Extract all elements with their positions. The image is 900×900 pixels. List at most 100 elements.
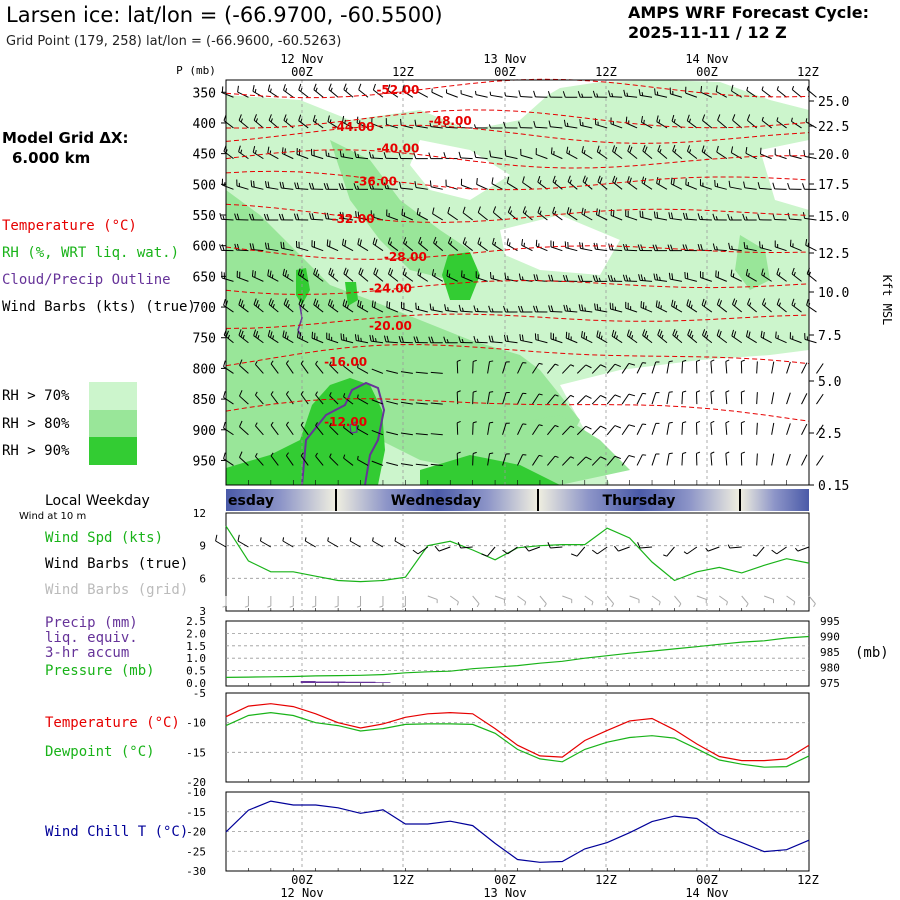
- xs-wind-barb: [339, 150, 354, 160]
- xs-wind-barb: [298, 114, 309, 129]
- xs-wind-barb: [653, 211, 668, 221]
- xs-wind-barb: [774, 240, 787, 252]
- model-grid-value: 6.000 km: [12, 149, 90, 167]
- xs-wind-barb: [298, 83, 309, 98]
- xs-wind-barb: [771, 361, 775, 374]
- kft-tick-label: 10.0: [818, 286, 849, 301]
- pressure-line: [225, 635, 810, 678]
- xs-wind-barb: [313, 298, 324, 313]
- xs-wind-barb: [651, 422, 660, 435]
- top-hour-5: 00Z: [696, 65, 718, 79]
- xs-wind-barb: [742, 213, 757, 221]
- xs-wind-barb: [639, 210, 653, 221]
- xs-wind-barb: [264, 242, 279, 252]
- wind-chill-ytick: -30: [186, 865, 206, 878]
- xs-wind-barb: [653, 273, 668, 282]
- xs-wind-barb: [520, 148, 533, 160]
- xs-wind-barb: [506, 176, 518, 190]
- xs-wind-barb: [447, 206, 458, 221]
- isotherm-label: -28.00: [384, 250, 427, 264]
- xs-wind-barb: [472, 359, 477, 374]
- xs-wind-barb: [430, 463, 443, 466]
- xs-wind-barb: [607, 274, 623, 282]
- xs-wind-barb: [386, 400, 399, 405]
- isotherm-line: [225, 398, 810, 422]
- bottom-date-2: 13 Nov: [483, 886, 526, 900]
- xs-wind-barb: [462, 206, 473, 221]
- temp-panel: [225, 692, 810, 783]
- kft-tick-label: 0.15: [818, 479, 849, 494]
- xs-wind-barb: [728, 242, 742, 252]
- xs-wind-barb: [328, 267, 339, 282]
- xs-wind-barb: [343, 83, 354, 98]
- xs-wind-barb: [254, 360, 264, 374]
- xs-wind-barb: [502, 453, 510, 466]
- xs-wind-barb: [504, 149, 518, 160]
- xs-wind-barb: [430, 433, 443, 436]
- xs-wind-barb: [519, 334, 533, 344]
- xs-wind-barb: [353, 183, 369, 190]
- xs-wind-barb: [626, 329, 638, 344]
- xs-wind-barb: [517, 454, 527, 466]
- xs-wind-barb: [576, 425, 592, 436]
- xs-wind-barb: [383, 182, 398, 190]
- xs-wind-barb: [547, 425, 559, 436]
- xs-wind-barb: [398, 336, 413, 344]
- xs-wind-barb: [636, 362, 647, 374]
- wind-barb-true: [259, 537, 272, 548]
- xs-wind-barb: [576, 395, 592, 405]
- xs-wind-barb: [473, 124, 488, 129]
- xs-wind-barb: [252, 146, 264, 160]
- xs-wind-barb: [759, 241, 772, 252]
- wind-barb-true: [771, 546, 787, 555]
- xs-wind-barb: [695, 359, 701, 374]
- xs-wind-barb: [789, 239, 802, 252]
- xs-wind-barb: [372, 237, 384, 252]
- kft-tick-label: 2.5: [818, 427, 841, 442]
- xs-wind-barb: [488, 335, 503, 344]
- isotherm-label: -48.00: [429, 114, 472, 128]
- xs-wind-barb: [712, 213, 727, 221]
- isotherm-label: -40.00: [376, 142, 419, 156]
- xs-wind-barb: [562, 91, 578, 98]
- wind-barb-grid: [334, 596, 339, 608]
- xs-wind-barb: [725, 390, 730, 405]
- xs-wind-barb: [488, 124, 503, 129]
- xs-wind-barb: [385, 118, 399, 129]
- xs-wind-barb: [731, 298, 743, 313]
- xs-wind-barb: [342, 299, 354, 313]
- wind-barb-grid: [539, 595, 547, 608]
- weekday-tuesday: esday: [228, 493, 274, 509]
- wind-chill-ytick: -20: [186, 826, 206, 839]
- xs-wind-barb: [791, 85, 802, 98]
- xs-wind-barb: [251, 270, 264, 282]
- xs-wind-barb: [219, 212, 234, 221]
- kft-tick-label: 20.0: [818, 148, 849, 163]
- xs-wind-barb: [581, 331, 593, 344]
- xs-wind-barb: [621, 424, 636, 436]
- xs-wind-barb: [776, 117, 787, 129]
- pressure-tick-label: 450: [193, 148, 216, 163]
- precip-label-1: Precip (mm): [45, 615, 138, 631]
- xs-wind-barb: [238, 114, 249, 129]
- precip-ytick: 1.0: [186, 652, 206, 665]
- top-hour-6: 12Z: [797, 65, 819, 79]
- isotherm-line: [225, 280, 810, 296]
- xs-wind-barb: [358, 267, 369, 282]
- pressure-tick-label: 850: [193, 393, 216, 408]
- xs-wind-barb: [606, 455, 621, 466]
- precip-bar: [345, 681, 361, 683]
- xs-wind-barb: [816, 424, 824, 436]
- xs-wind-barb: [444, 304, 458, 313]
- xs-wind-barb: [300, 421, 309, 436]
- xs-wind-barb: [309, 213, 324, 221]
- xs-wind-barb: [521, 239, 533, 252]
- precip-ytick: 1.5: [186, 640, 206, 653]
- xs-wind-barb: [699, 271, 712, 282]
- xs-wind-barb: [561, 364, 575, 374]
- wind-ytick: 6: [199, 572, 206, 585]
- xs-wind-barb: [221, 86, 234, 98]
- xs-wind-barb: [267, 269, 279, 282]
- xs-wind-barb: [431, 88, 443, 98]
- xs-wind-barb: [503, 334, 518, 344]
